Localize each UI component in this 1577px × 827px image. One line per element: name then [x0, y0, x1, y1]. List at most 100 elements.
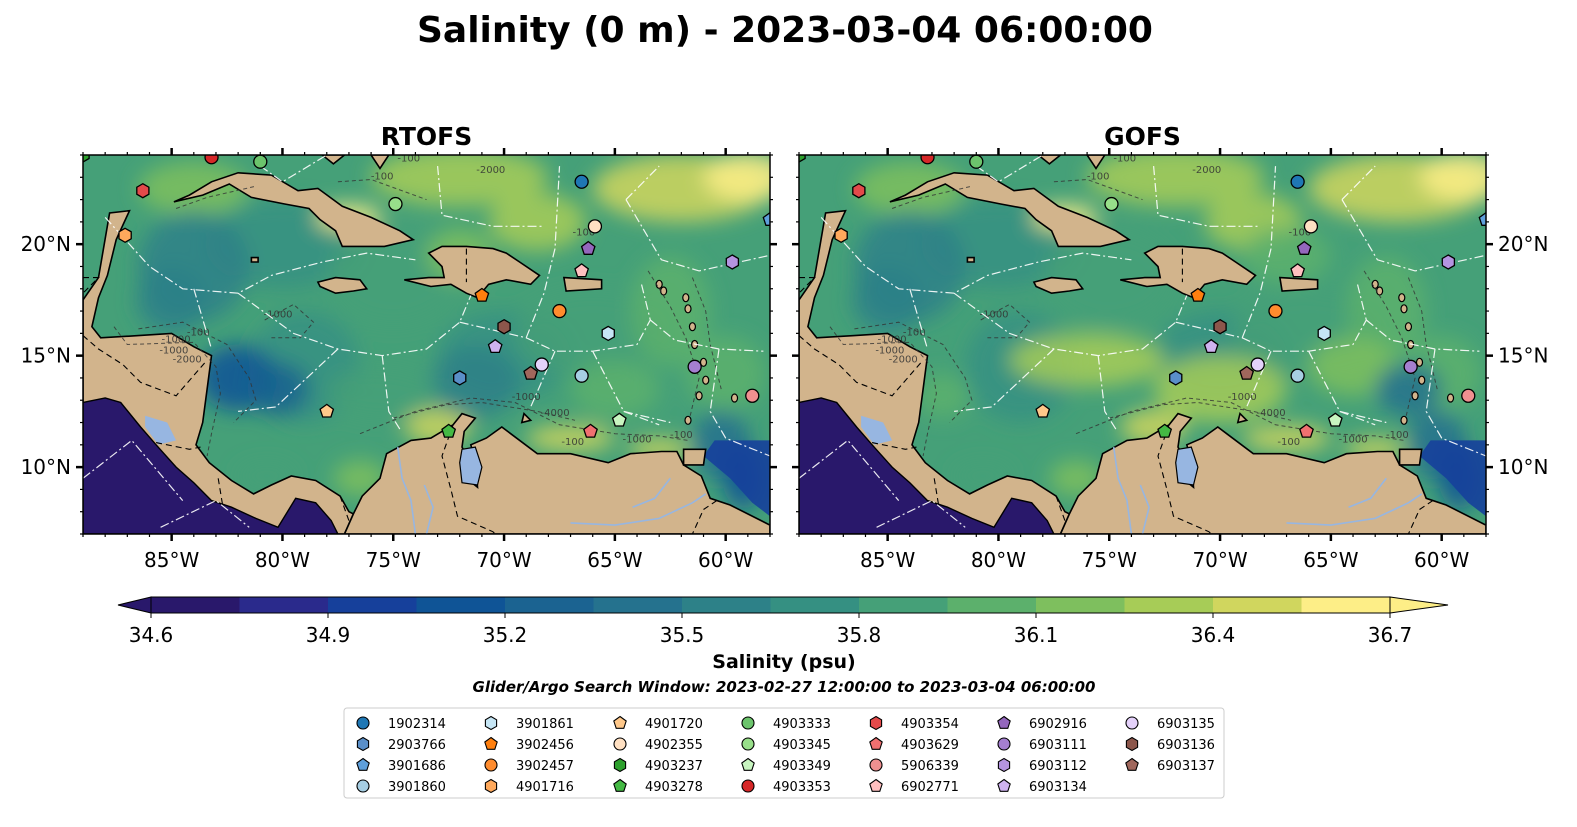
legend-label: 3902457: [516, 759, 574, 774]
float-marker-3901860: [574, 368, 589, 383]
colorbar-segment: [1301, 597, 1391, 613]
legend-label: 4903345: [773, 738, 831, 753]
contour-label: -100: [1277, 437, 1300, 448]
legend-item-4903333: 4903333: [741, 716, 831, 732]
float-marker-1902314: [574, 174, 589, 189]
legend-marker: [997, 778, 1011, 792]
colorbar-extend-low: [117, 596, 152, 614]
rivers: [396, 446, 707, 534]
colorbar-segment: [1124, 597, 1214, 613]
float-marker-6903135: [1250, 357, 1265, 372]
contour-label: -2000: [476, 165, 505, 176]
legend-marker: [997, 715, 1011, 729]
contour-label: -1000: [512, 392, 541, 403]
y-tick-label: 10°N: [1498, 455, 1548, 479]
float-marker-4903237: [83, 155, 90, 163]
y-tick-label: 10°N: [21, 455, 71, 479]
legend-item-4903345: 4903345: [741, 737, 831, 753]
float-marker-3901860: [1290, 368, 1305, 383]
x-tick-label: 70°W: [476, 548, 531, 572]
y-tick-label: 15°N: [1498, 344, 1548, 368]
legend-label: 6903135: [1157, 717, 1215, 732]
legend-item-3902457: 3902457: [484, 758, 574, 774]
figure-title: Salinity (0 m) - 2023-03-04 06:00:00: [417, 10, 1153, 51]
legend-marker: [484, 715, 498, 731]
float-marker-3902456: [474, 287, 490, 302]
colorbar-segment: [1213, 597, 1302, 613]
contour-labels: -100-1000-2000-4000-1000-1000-100-100-10…: [159, 155, 693, 448]
float-marker-4903349: [611, 412, 627, 427]
legend-label: 6902916: [1029, 717, 1087, 732]
legend-label: 3901861: [516, 717, 574, 732]
contour-label: -4000: [541, 408, 570, 419]
float-marker-4903349: [1327, 412, 1343, 427]
legend-item-6903111: 6903111: [997, 737, 1087, 753]
legend-marker: [869, 736, 883, 750]
map-panel-gofs: GOFS-100-1000-2000-4000-1000-1000-100-10…: [792, 122, 1548, 572]
lake-maracaibo: [1175, 446, 1199, 486]
legend-label: 6903137: [1157, 759, 1215, 774]
legend-label: 4903278: [645, 780, 703, 795]
x-tick-label: 60°W: [698, 548, 753, 572]
float-marker-4903354: [136, 182, 150, 199]
x-tick-label: 75°W: [366, 548, 421, 572]
search-window-text: Glider/Argo Search Window: 2023-02-27 12…: [473, 678, 1096, 696]
float-marker-3901686: [1478, 211, 1486, 226]
legend-item-1902314: 1902314: [356, 716, 446, 732]
legend-box: [343, 707, 1225, 799]
colorbar-frame: [150, 596, 1391, 614]
legend-item-6903135: 6903135: [1125, 716, 1215, 732]
map-panel-rtofs: RTOFS-100-1000-2000-4000-1000-1000-100-1…: [21, 122, 777, 572]
axis-ticks: [76, 148, 777, 541]
contour-label: -100: [572, 227, 595, 238]
float-markers: [799, 155, 1486, 438]
float-marker-2903766: [453, 370, 467, 386]
contour-label: -1000: [159, 345, 188, 356]
contour-label: -1000: [875, 345, 904, 356]
legend-marker: [741, 716, 755, 730]
float-marker-2903766: [1169, 370, 1183, 386]
float-marker-3902457: [552, 303, 567, 319]
x-tick-label: 65°W: [1303, 548, 1358, 572]
float-marker-4903345: [1104, 196, 1119, 212]
contour-label: -2000: [1192, 165, 1221, 176]
legend-label: 4903629: [901, 738, 959, 753]
float-marker-6903136: [497, 318, 511, 335]
colorbar-tick-label: 35.2: [483, 623, 528, 647]
contour-label: -100: [187, 328, 210, 339]
float-marker-4901716: [118, 227, 132, 244]
legend-item-4903353: 4903353: [741, 779, 831, 795]
legend-marker: [741, 737, 755, 751]
y-tick-label: 20°N: [1498, 232, 1548, 256]
float-marker-4903353: [920, 155, 935, 165]
float-marker-4901716: [834, 227, 848, 244]
float-marker-6903112: [725, 254, 740, 270]
legend-label: 4903354: [901, 717, 959, 732]
legend-item-5906339: 5906339: [869, 758, 959, 774]
contour-label: -1000: [162, 334, 191, 345]
legend-item-4902355: 4902355: [613, 737, 703, 753]
legend: 1902314 2903766 3901686 3901860 3901861 39024…: [343, 707, 1225, 799]
legend-marker: [356, 779, 370, 793]
float-marker-4901720: [319, 403, 335, 418]
colorbar-segment: [593, 597, 683, 613]
contour-label: -100: [670, 430, 693, 441]
float-marker-6902916: [580, 240, 596, 255]
float-marker-4903278: [441, 423, 457, 438]
legend-item-2903766: 2903766: [356, 736, 446, 753]
legend-marker: [997, 757, 1011, 773]
y-tick-label: 15°N: [21, 344, 71, 368]
float-marker-4903333: [969, 155, 984, 169]
legend-item-6902916: 6902916: [997, 715, 1087, 732]
contour-label: -1000: [1339, 435, 1368, 446]
legend-label: 4901716: [516, 780, 574, 795]
float-marker-6903111: [687, 359, 702, 374]
legend-label: 4903333: [773, 717, 831, 732]
legend-item-3901860: 3901860: [356, 779, 446, 795]
panel-title-rtofs: RTOFS: [381, 122, 473, 151]
colorbar-tick-label: 35.8: [837, 623, 882, 647]
legend-item-6903134: 6903134: [997, 778, 1087, 795]
legend-label: 4901720: [645, 717, 703, 732]
contour-label: -1000: [1228, 392, 1257, 403]
lake-nicaragua: [861, 415, 893, 445]
